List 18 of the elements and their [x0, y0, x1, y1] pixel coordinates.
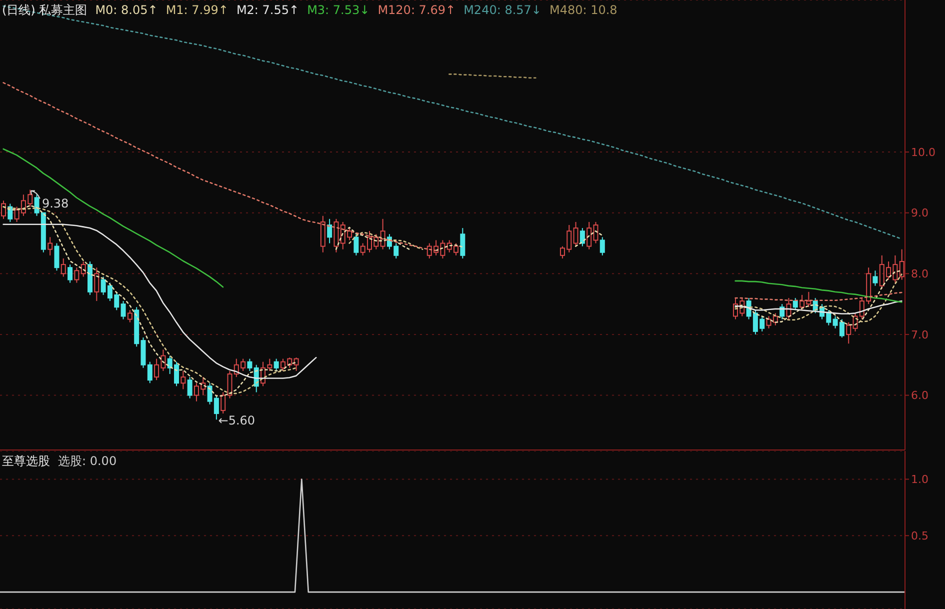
text: M3: 7.53↓	[307, 3, 370, 17]
y-tick-label: 0.5	[911, 530, 928, 543]
y-tick-label: 6.0	[911, 389, 928, 402]
y-tick-label: 10.0	[911, 146, 936, 159]
text: M1: 7.99↑	[166, 3, 228, 17]
y-tick-label: 8.0	[911, 268, 928, 281]
text: 选股: 0.00	[58, 454, 117, 468]
chart-title: 至尊选股	[2, 454, 50, 468]
annotation: 9.38	[42, 196, 69, 211]
text: M120: 7.69↑	[378, 3, 456, 17]
text: M240: 8.57↓	[464, 3, 542, 17]
y-tick-label: 7.0	[911, 328, 928, 342]
annotation: ←5.60	[218, 414, 256, 428]
text: M2: 7.55↑	[236, 3, 300, 17]
y-tick-label: 9.0	[911, 206, 928, 220]
text: M0: 8.05↑	[95, 3, 158, 17]
y-tick-label: 1.0	[911, 473, 928, 486]
text: M480: 10.8	[549, 3, 618, 17]
